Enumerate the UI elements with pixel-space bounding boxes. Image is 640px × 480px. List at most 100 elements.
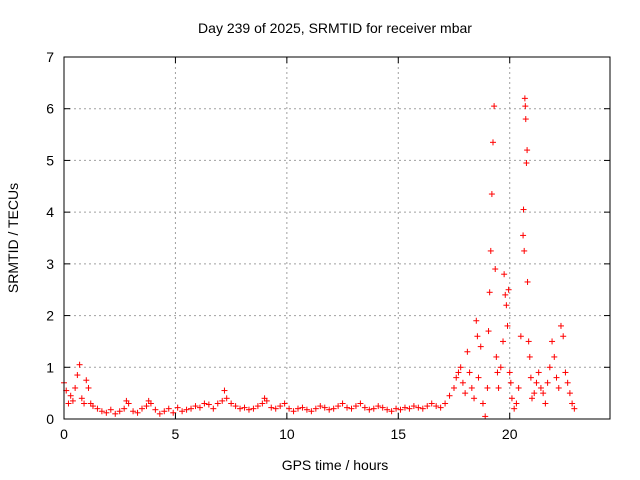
data-point <box>457 364 464 371</box>
data-point <box>451 384 457 391</box>
data-point <box>130 408 137 415</box>
data-point <box>116 408 123 415</box>
data-point <box>201 400 208 407</box>
data-point <box>121 405 128 412</box>
data-point <box>375 403 382 410</box>
data-point <box>508 395 515 402</box>
data-point <box>210 405 217 412</box>
y-tick-label: 0 <box>46 411 54 427</box>
y-tick-label: 1 <box>46 359 54 375</box>
y-tick-label: 7 <box>46 49 54 65</box>
x-tick-label: 15 <box>390 426 406 442</box>
data-point <box>152 406 159 413</box>
data-point <box>542 400 549 407</box>
y-tick-label: 3 <box>46 256 54 272</box>
data-point <box>522 103 529 110</box>
data-point <box>529 395 535 402</box>
data-point <box>520 232 527 239</box>
data-point <box>487 247 494 254</box>
data-point <box>562 369 569 376</box>
data-point <box>485 328 492 335</box>
data-point <box>94 405 101 412</box>
data-point <box>511 405 518 412</box>
data-point <box>188 405 195 412</box>
data-point <box>525 338 532 345</box>
x-tick-label: 10 <box>279 426 295 442</box>
data-point <box>290 408 297 415</box>
data-point <box>134 409 141 416</box>
data-point <box>72 384 79 391</box>
data-point <box>513 400 520 407</box>
data-point <box>241 404 248 411</box>
data-point <box>520 206 527 213</box>
data-point <box>500 338 507 345</box>
data-point <box>69 397 76 404</box>
data-point <box>477 343 484 350</box>
y-tick-label: 2 <box>46 308 54 324</box>
data-point <box>455 369 462 376</box>
chart-title: Day 239 of 2025, SRMTID for receiver mba… <box>198 20 472 36</box>
data-point <box>361 404 368 411</box>
data-point <box>428 400 435 407</box>
data-point <box>484 384 491 391</box>
data-point <box>503 302 510 309</box>
data-point <box>85 384 92 391</box>
y-tick-label: 4 <box>46 204 54 220</box>
data-point <box>277 403 284 410</box>
grid-layer <box>64 57 610 419</box>
data-point <box>473 317 480 324</box>
plot-frame <box>63 56 611 420</box>
data-point <box>139 405 145 412</box>
x-axis-label: GPS time / hours <box>282 457 389 473</box>
data-point <box>494 369 501 376</box>
data-point <box>348 405 355 412</box>
data-point <box>384 406 391 413</box>
data-point <box>557 322 564 329</box>
data-point <box>506 369 513 376</box>
data-point <box>521 95 528 102</box>
data-point <box>424 403 431 410</box>
data-point <box>401 404 408 411</box>
data-point <box>179 408 186 415</box>
data-point <box>442 400 449 407</box>
data-point <box>192 403 199 410</box>
data-point <box>502 291 509 298</box>
data-point <box>221 387 228 394</box>
data-point <box>549 338 556 345</box>
tick-layer: 0 5 10 15 20 0 1 2 3 4 5 6 7 <box>46 49 610 442</box>
data-point <box>546 364 553 371</box>
x-tick-label: 5 <box>172 426 180 442</box>
data-point <box>250 405 257 412</box>
data-point <box>406 405 413 412</box>
data-point <box>379 404 386 411</box>
data-point <box>474 333 481 340</box>
data-point <box>531 390 538 397</box>
y-tick-label: 6 <box>46 101 54 117</box>
data-point <box>321 404 328 411</box>
data-point <box>335 403 342 410</box>
data-point <box>479 400 486 407</box>
data-point <box>535 369 542 376</box>
data-point <box>76 361 83 368</box>
data-point <box>299 404 306 411</box>
data-point <box>453 374 460 381</box>
data-point <box>147 400 154 407</box>
data-point <box>330 405 337 412</box>
data-point <box>437 404 444 411</box>
data-point <box>326 406 333 413</box>
data-point <box>482 413 489 420</box>
data-point <box>245 406 252 413</box>
data-point <box>65 400 72 407</box>
data-point <box>170 409 177 416</box>
x-tick-label: 0 <box>60 426 68 442</box>
data-point <box>397 406 404 413</box>
data-point <box>486 289 493 296</box>
data-point <box>272 405 279 412</box>
data-point <box>505 286 512 293</box>
data-point <box>507 379 514 386</box>
data-point <box>366 406 373 413</box>
data-point <box>295 405 301 412</box>
data-point <box>468 384 475 391</box>
data-point <box>183 406 190 413</box>
data-point <box>466 369 473 376</box>
